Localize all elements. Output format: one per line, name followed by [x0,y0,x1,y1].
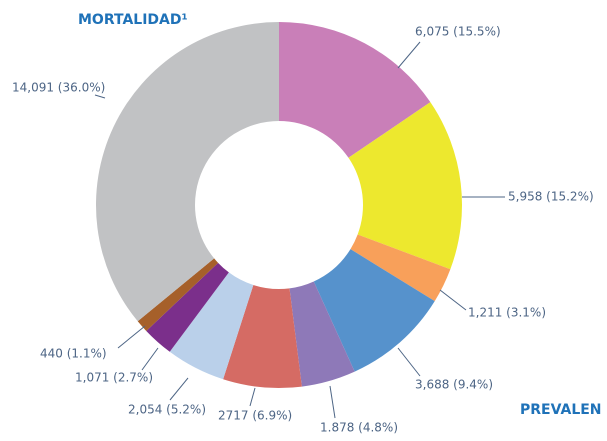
data-label: 6,075 (15.5%) [415,25,501,39]
leader-line [94,94,106,99]
leader-line [117,325,146,349]
data-label: 2717 (6.9%) [218,409,292,423]
data-label: 440 (1.1%) [40,347,107,361]
data-label: 1,071 (2.7%) [75,371,153,385]
leader-line [439,289,467,311]
donut-segment [137,258,219,331]
leader-line [397,347,421,377]
donut-segment [95,21,279,322]
donut-segment [348,102,462,270]
leader-line [169,377,189,401]
donut-segment [313,249,435,372]
data-label: 5,958 (15.2%) [508,190,594,204]
donut-segment [223,284,302,388]
data-label: 1,211 (3.1%) [468,306,546,320]
chart-title: MORTALIDAD¹ [78,12,188,28]
leader-line [249,387,256,407]
donut-segment [169,272,254,380]
donut-segment [289,281,355,387]
leader-line [397,41,421,69]
leader-line [141,347,159,371]
annotation: PREVALEN [520,402,602,418]
data-label: 3,688 (9.4%) [415,378,493,392]
donut-segment [146,262,229,352]
donut-segment [279,22,431,158]
data-label: 14,091 (36.0%) [12,81,105,95]
leader-line [329,385,336,419]
data-label: 1.878 (4.8%) [320,421,398,435]
donut-segment [350,234,451,302]
data-label: 2,054 (5.2%) [128,403,206,417]
